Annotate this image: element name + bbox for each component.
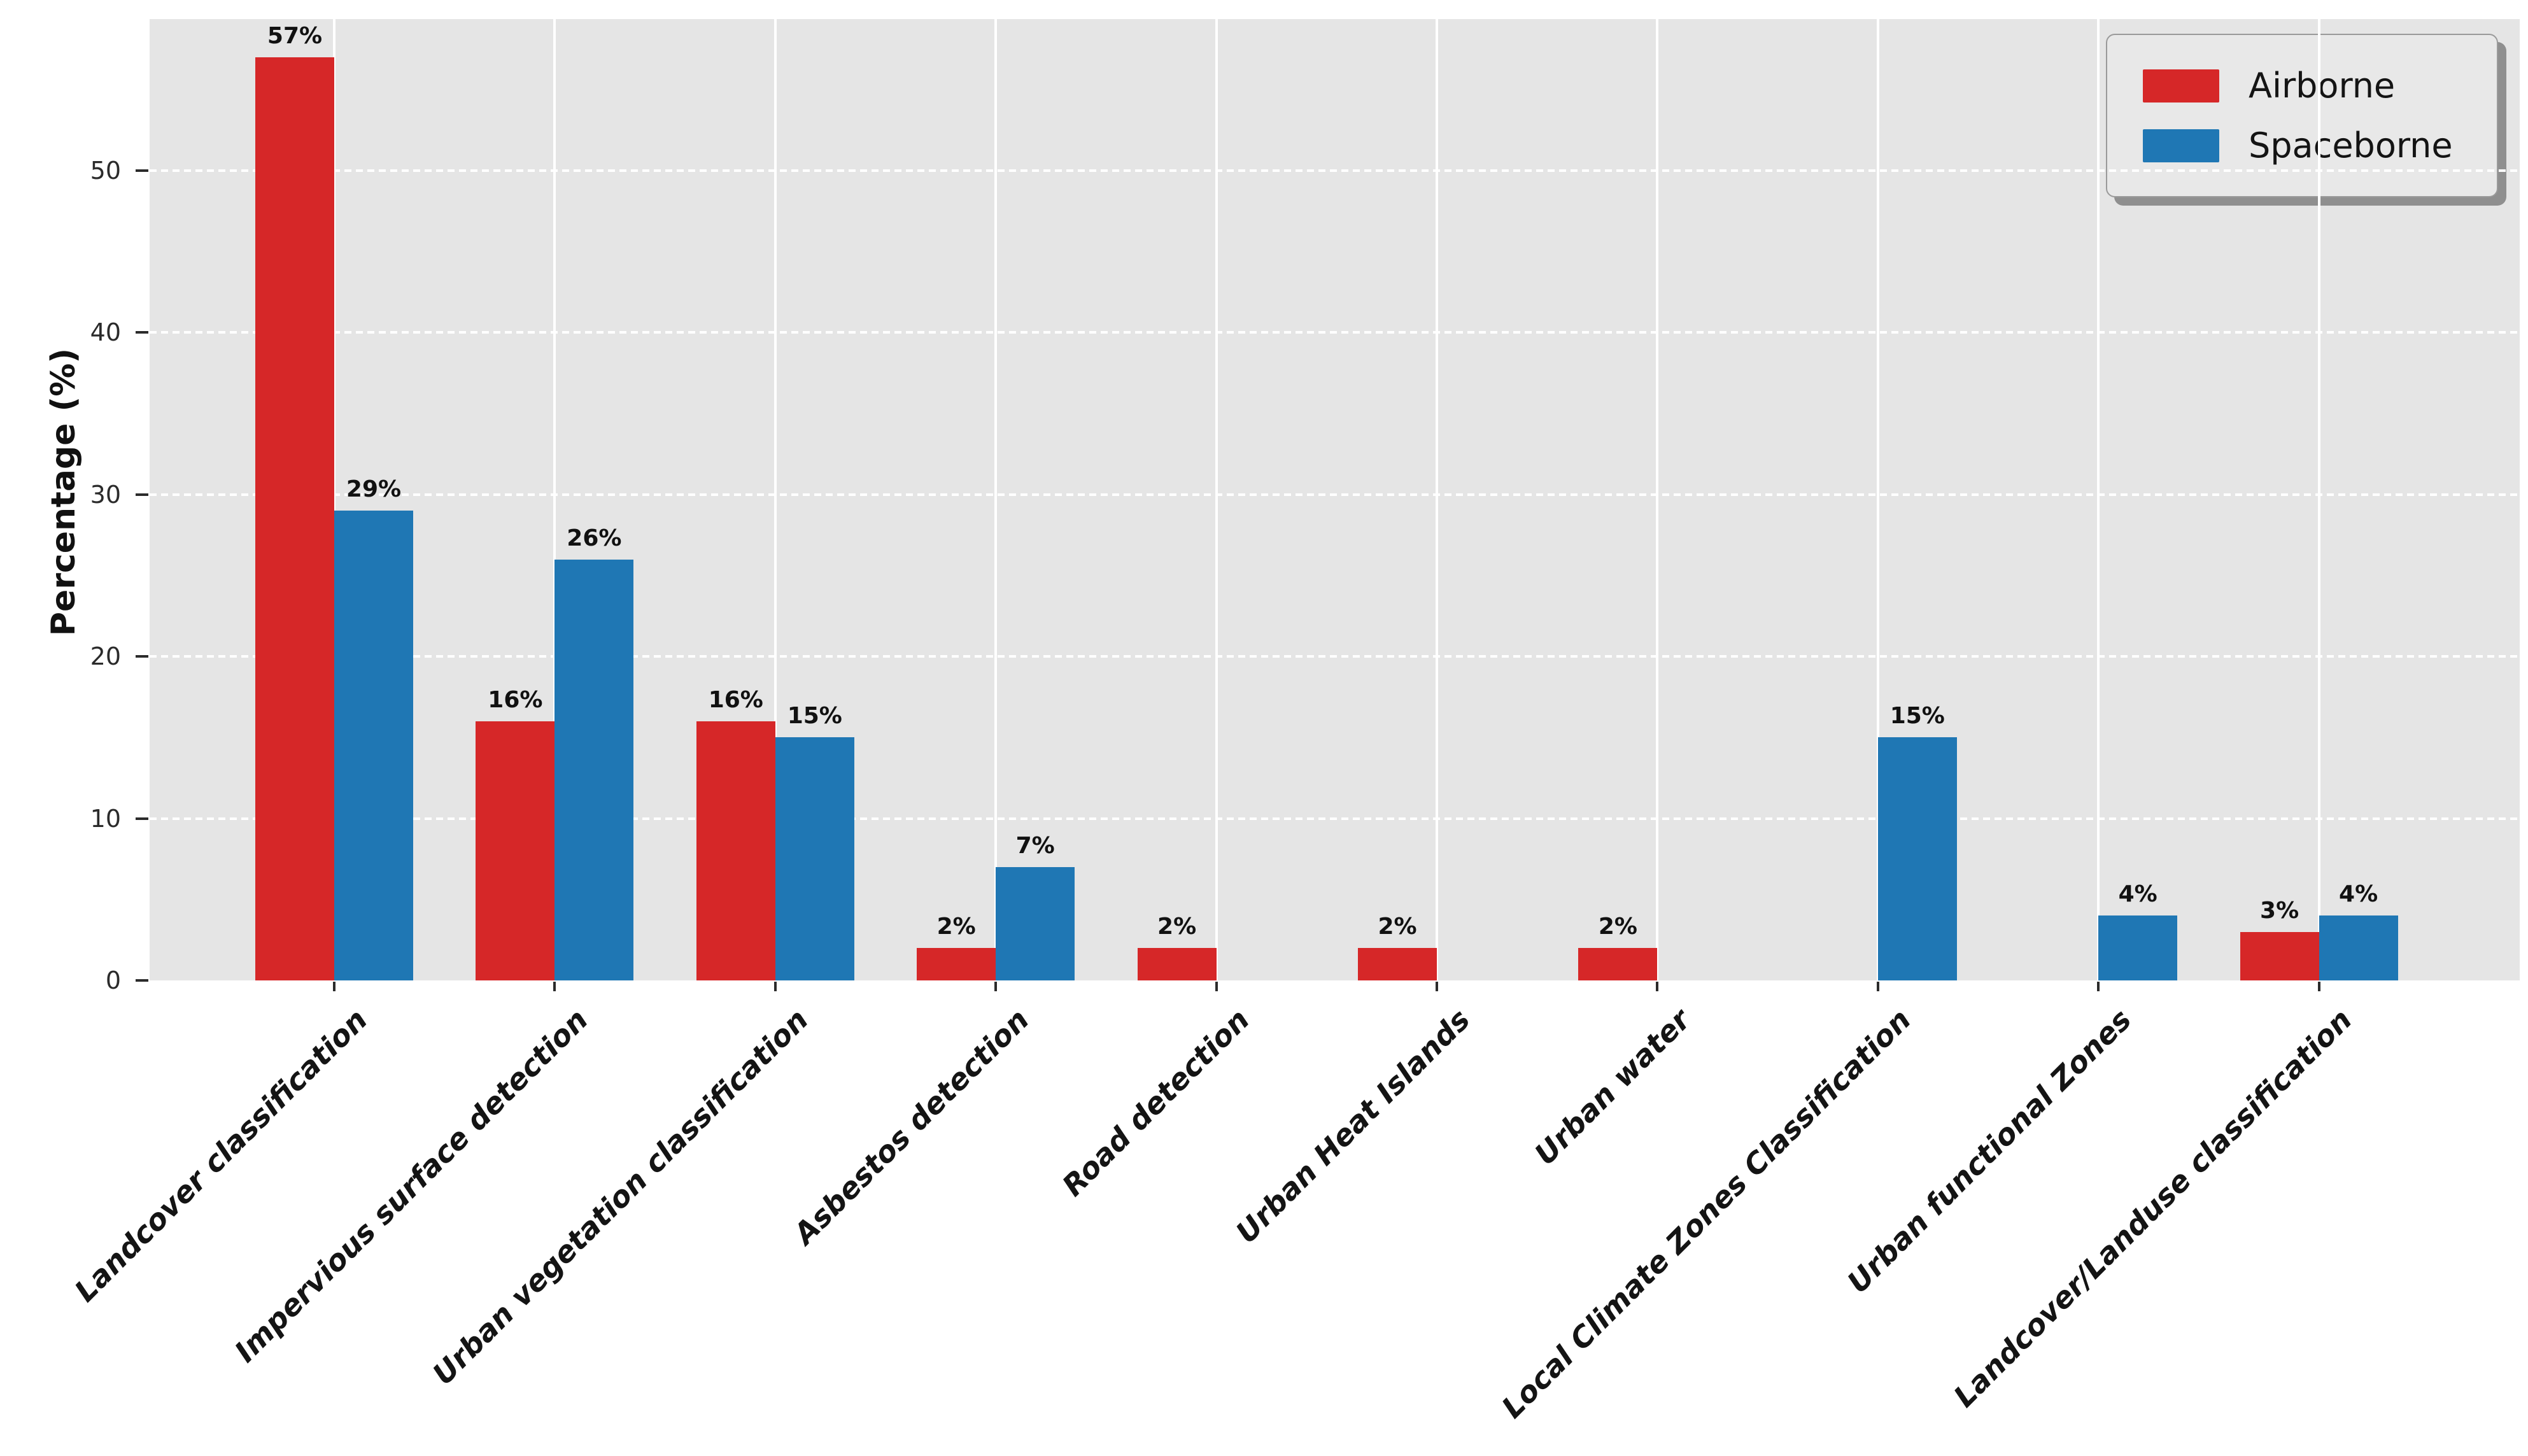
legend: Airborne Spaceborne	[2106, 34, 2498, 197]
bar-airborne-0	[255, 57, 334, 980]
bar-spaceborne-2	[775, 737, 854, 980]
airborne-label: Airborne	[2249, 65, 2396, 106]
x-tick-label-3: Asbestos detection	[787, 1002, 1036, 1251]
spaceborne-label: Spaceborne	[2249, 125, 2453, 166]
bar-label-airborne-9: 3%	[2260, 897, 2299, 924]
gridline-vertical-5	[1436, 19, 1438, 980]
spaceborne-swatch	[2143, 129, 2219, 162]
gridline-vertical-4	[1215, 19, 1218, 980]
y-tick-mark-30	[136, 493, 148, 496]
bar-label-airborne-6: 2%	[1598, 914, 1637, 940]
x-tick-label-5: Urban Heat Islands	[1229, 1002, 1477, 1250]
x-tick-label-2: Urban vegetation classification	[426, 1002, 816, 1392]
x-tick-mark-7	[1876, 982, 1879, 991]
y-tick-label-50: 50	[90, 157, 121, 185]
y-tick-label-30: 30	[90, 480, 121, 509]
legend-item-airborne: Airborne	[2143, 65, 2497, 106]
x-tick-mark-2	[773, 982, 777, 991]
bar-label-spaceborne-8: 4%	[2118, 881, 2157, 908]
x-tick-mark-3	[994, 982, 998, 991]
y-tick-mark-10	[136, 817, 148, 820]
bar-airborne-4	[1137, 948, 1217, 980]
gridline-vertical-6	[1656, 19, 1659, 980]
bar-label-airborne-5: 2%	[1378, 914, 1417, 940]
x-tick-mark-4	[1215, 982, 1218, 991]
bar-label-spaceborne-2: 15%	[787, 703, 842, 730]
bar-label-spaceborne-0: 29%	[346, 476, 402, 503]
gridline-vertical-7	[1876, 19, 1879, 980]
gridline-horizontal-10	[150, 817, 2520, 820]
gridline-vertical-0	[333, 19, 335, 980]
bar-spaceborne-8	[2098, 915, 2178, 980]
bar-label-airborne-4: 2%	[1157, 914, 1197, 940]
x-tick-mark-8	[2097, 982, 2100, 991]
x-tick-mark-1	[553, 982, 556, 991]
x-tick-label-4: Road detection	[1056, 1002, 1257, 1203]
legend-item-spaceborne: Spaceborne	[2143, 125, 2497, 166]
x-tick-mark-6	[1656, 982, 1659, 991]
bar-airborne-5	[1358, 948, 1437, 980]
gridline-vertical-9	[2317, 19, 2320, 980]
gridline-horizontal-30	[150, 493, 2520, 496]
gridline-vertical-2	[773, 19, 777, 980]
bar-spaceborne-9	[2319, 915, 2398, 980]
x-tick-mark-5	[1436, 982, 1438, 991]
bar-label-spaceborne-1: 26%	[567, 525, 622, 551]
gridline-horizontal-20	[150, 655, 2520, 658]
bar-spaceborne-3	[996, 866, 1075, 980]
bar-label-airborne-3: 2%	[936, 914, 976, 940]
x-tick-label-7: Local Climate Zones Classification	[1495, 1002, 1918, 1425]
bar-label-airborne-0: 57%	[267, 22, 323, 49]
x-tick-label-6: Urban water	[1527, 1002, 1697, 1172]
bar-airborne-3	[917, 948, 996, 980]
gridline-horizontal-40	[150, 331, 2520, 334]
bar-airborne-2	[696, 721, 775, 980]
x-tick-mark-0	[333, 982, 335, 991]
bar-label-spaceborne-7: 15%	[1889, 703, 1945, 730]
bar-label-spaceborne-3: 7%	[1015, 832, 1055, 859]
bar-label-spaceborne-9: 4%	[2339, 881, 2378, 908]
bar-airborne-9	[2240, 931, 2319, 980]
bar-label-airborne-2: 16%	[708, 686, 763, 713]
gridline-vertical-8	[2097, 19, 2100, 980]
x-tick-label-1: Impervious surface detection	[228, 1002, 595, 1369]
bar-spaceborne-1	[554, 559, 634, 980]
y-tick-label-20: 20	[90, 642, 121, 671]
x-tick-label-9: Landcover/Landuse classification	[1947, 1002, 2359, 1414]
gridline-horizontal-50	[150, 169, 2520, 172]
gridline-vertical-1	[553, 19, 556, 980]
y-tick-label-0: 0	[105, 966, 121, 994]
y-tick-mark-20	[136, 655, 148, 658]
y-tick-label-10: 10	[90, 804, 121, 833]
y-tick-label-40: 40	[90, 318, 121, 347]
airborne-swatch	[2143, 69, 2219, 102]
y-tick-mark-40	[136, 331, 148, 334]
y-tick-mark-0	[136, 979, 148, 982]
x-tick-mark-9	[2317, 982, 2320, 991]
gridline-vertical-3	[994, 19, 998, 980]
bar-spaceborne-7	[1877, 737, 1957, 980]
bar-airborne-6	[1578, 948, 1658, 980]
bar-airborne-1	[476, 721, 555, 980]
bar-label-airborne-1: 16%	[488, 686, 543, 713]
y-tick-mark-50	[136, 169, 148, 172]
bar-spaceborne-0	[334, 511, 413, 980]
